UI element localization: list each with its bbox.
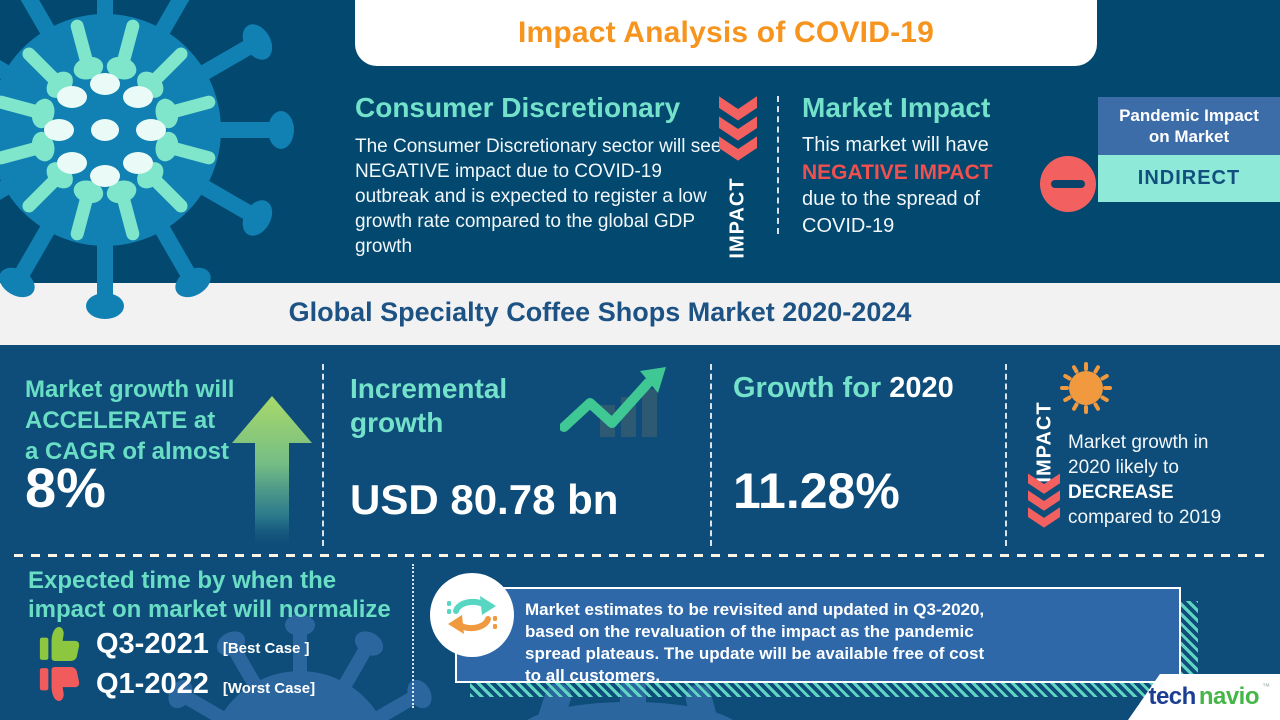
stats-divider-1 xyxy=(322,364,324,546)
trend-chart-icon xyxy=(560,367,666,437)
impact-2020-vertical-label-box: IMPACT xyxy=(1030,401,1060,483)
market-impact-line2: due to the spread of xyxy=(802,188,980,210)
worst-case-value: Q1-2022 xyxy=(96,667,209,700)
impact-2020-text: Market growth in 2020 likely to DECREASE… xyxy=(1068,432,1222,528)
market-impact-section: Market Impact This market will have NEGA… xyxy=(802,92,1052,240)
impact-2020-vertical-label: IMPACT xyxy=(1033,401,1056,483)
growth-2020-value: 11.28% xyxy=(733,463,900,519)
thumbs-down-icon xyxy=(39,667,80,701)
cagr-heading: Market growth will ACCELERATE at a CAGR … xyxy=(25,376,235,465)
sector-section: Consumer Discretionary The Consumer Disc… xyxy=(355,92,727,259)
best-case-row: Q3-2021 [Best Case ] xyxy=(38,626,310,662)
market-impact-title: Market Impact xyxy=(802,92,991,123)
horizontal-dashed-divider xyxy=(14,554,1266,557)
technavio-logo-plate: tech navio ™ xyxy=(1128,674,1280,720)
refresh-arrows-icon xyxy=(447,596,497,634)
incremental-growth-value: USD 80.78 bn xyxy=(350,476,619,523)
worst-case-label: [Worst Case] xyxy=(222,679,316,697)
virus-icon-orange xyxy=(1060,362,1112,414)
sector-body: The Consumer Discretionary sector will s… xyxy=(355,136,722,257)
thumbs-up-icon xyxy=(39,627,80,661)
pandemic-badge-title: Pandemic Impact on Market xyxy=(1098,97,1280,155)
note-box: Market estimates to be revisited and upd… xyxy=(455,587,1181,685)
virus-silhouette-decoration xyxy=(168,614,432,720)
top-banner: Impact Analysis of COVID-19 xyxy=(355,0,1097,66)
growth-up-arrow-icon xyxy=(232,396,312,548)
impact-vertical-label: IMPACT xyxy=(726,177,749,259)
normalize-heading: Expected time by when the impact on mark… xyxy=(28,567,391,623)
market-impact-highlight: NEGATIVE IMPACT xyxy=(802,161,993,184)
cagr-value: 8% xyxy=(25,456,106,519)
best-case-value: Q3-2021 xyxy=(96,627,209,660)
bottom-divider xyxy=(412,564,414,708)
best-case-label: [Best Case ] xyxy=(222,639,310,657)
no-entry-icon xyxy=(1040,156,1096,212)
stats-divider-2 xyxy=(710,364,712,546)
incremental-growth-heading: Incremental growth xyxy=(350,373,508,438)
sector-title: Consumer Discretionary xyxy=(355,92,681,123)
market-impact-line3: COVID-19 xyxy=(802,215,895,237)
brand-trademark: ™ xyxy=(1262,682,1270,691)
no-entry-bar xyxy=(1051,180,1085,188)
banner-title: Impact Analysis of COVID-19 xyxy=(517,16,935,49)
pandemic-impact-badge: Pandemic Impact on Market INDIRECT xyxy=(1098,97,1280,202)
stats-divider-3 xyxy=(1005,364,1007,546)
sector-impact-indicator: IMPACT xyxy=(718,96,758,260)
coronavirus-illustration xyxy=(0,0,294,319)
chevrons-down-icon xyxy=(719,96,757,161)
brand-text-tech: tech xyxy=(1148,683,1196,710)
chevrons-down-icon-2 xyxy=(1028,473,1060,528)
impact-vertical-label-box: IMPACT xyxy=(723,176,753,260)
market-impact-line1: This market will have xyxy=(802,134,989,156)
pandemic-badge-value: INDIRECT xyxy=(1098,155,1280,202)
market-title: Global Specialty Coffee Shops Market 202… xyxy=(288,297,912,327)
title-band xyxy=(0,283,1280,345)
top-divider xyxy=(777,96,779,234)
refresh-icon-circle xyxy=(430,573,514,657)
growth-2020-heading: Growth for 2020 xyxy=(733,372,954,404)
worst-case-row: Q1-2022 [Worst Case] xyxy=(38,666,315,702)
brand-text-navio: navio xyxy=(1198,683,1260,710)
